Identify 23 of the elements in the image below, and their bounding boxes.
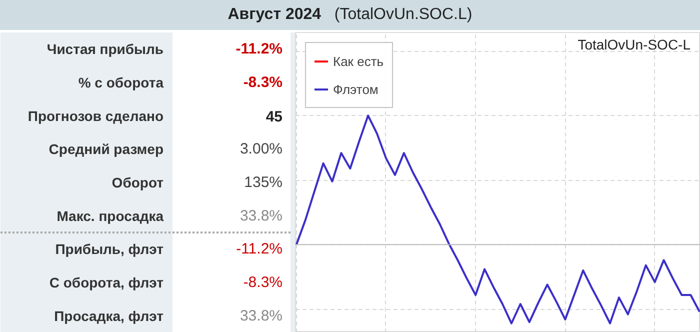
category-label: Средний размер bbox=[48, 141, 164, 158]
category-label: Прогнозов сделано bbox=[28, 108, 164, 124]
text: 135% bbox=[244, 174, 283, 191]
category-label: % с оборота bbox=[78, 74, 164, 90]
category-label: Просадка, флэт bbox=[54, 308, 164, 324]
category-label: Чистая прибыль bbox=[46, 41, 164, 58]
legend-label: Флэтом bbox=[333, 82, 378, 96]
text: 3.00% bbox=[240, 140, 283, 158]
category-label: С оборота, флэт bbox=[49, 274, 164, 290]
text: Август 2024 bbox=[228, 6, 322, 23]
text: -11.2% bbox=[236, 40, 283, 58]
text: 33.8% bbox=[240, 307, 283, 324]
text: -8.3% bbox=[243, 74, 283, 91]
text: -11.2% bbox=[236, 240, 283, 258]
category-label: Оборот bbox=[112, 174, 164, 190]
category-label: Прибыль, флэт bbox=[55, 241, 164, 258]
category-label: Макс. просадка bbox=[56, 208, 164, 224]
text: 33.8% bbox=[240, 207, 283, 224]
text: -8.3% bbox=[243, 274, 283, 291]
text: 45 bbox=[266, 108, 283, 126]
legend-label: Как есть bbox=[333, 54, 384, 68]
text: (TotalOvUn.SOC.L) bbox=[334, 6, 472, 23]
text: TotalOvUn-SOC-L bbox=[578, 36, 691, 52]
